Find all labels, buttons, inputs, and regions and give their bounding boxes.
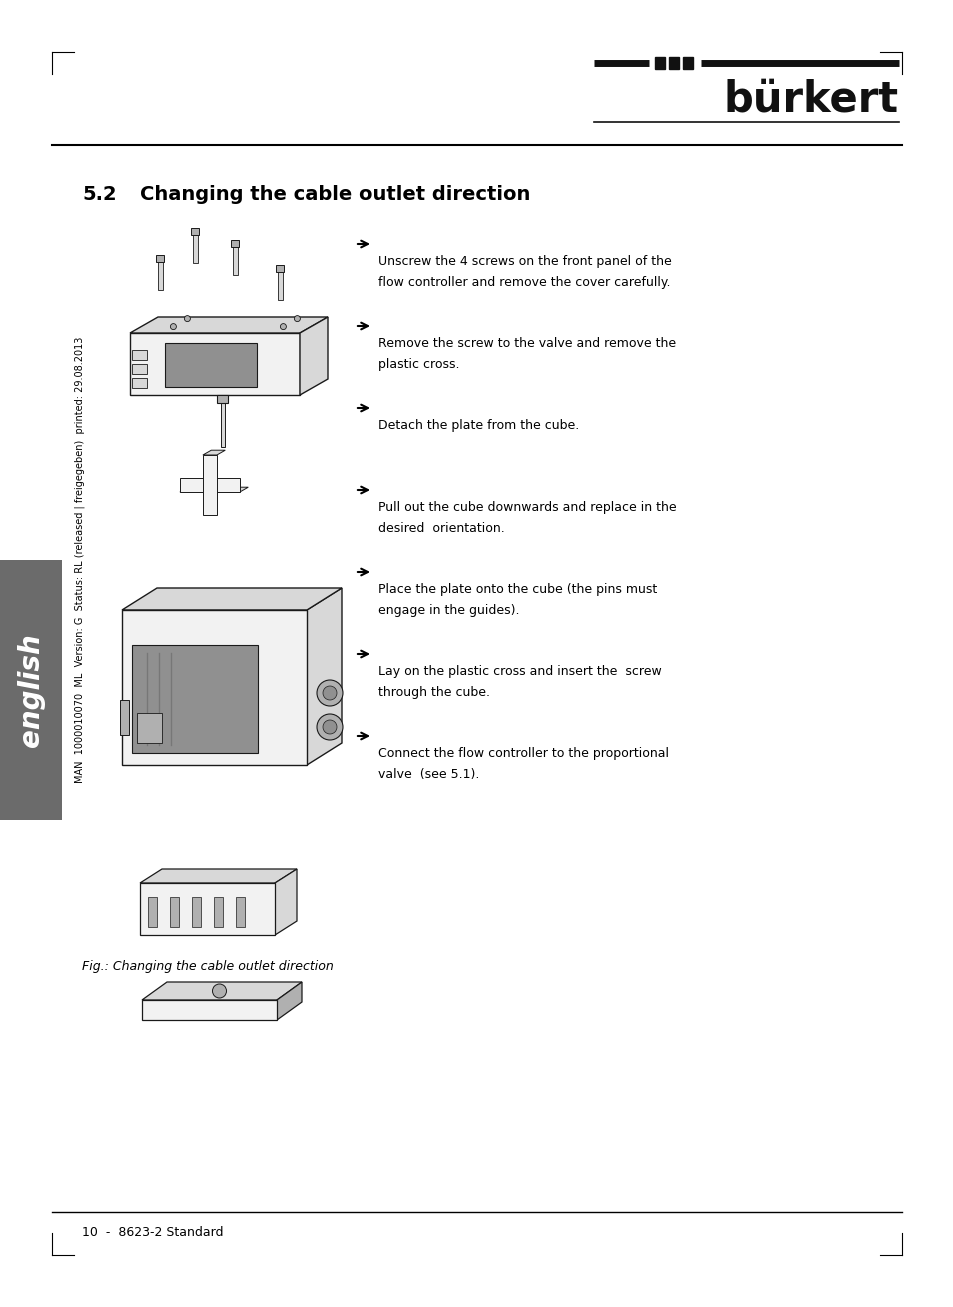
Bar	[220, 403, 225, 447]
Polygon shape	[276, 982, 302, 1019]
Text: english: english	[17, 633, 45, 746]
Polygon shape	[307, 588, 341, 765]
Text: valve  (see 5.1).: valve (see 5.1).	[377, 769, 478, 782]
Text: through the cube.: through the cube.	[377, 686, 490, 699]
Bar	[156, 255, 164, 261]
Bar	[148, 897, 157, 927]
Bar	[137, 714, 162, 742]
Circle shape	[280, 324, 286, 329]
Bar	[231, 240, 239, 247]
Text: Unscrew the 4 screws on the front panel of the: Unscrew the 4 screws on the front panel …	[377, 255, 671, 268]
Polygon shape	[299, 318, 328, 395]
Bar	[120, 701, 129, 735]
Polygon shape	[180, 488, 248, 491]
Text: Place the plate onto the cube (the pins must: Place the plate onto the cube (the pins …	[377, 583, 657, 596]
Text: engage in the guides).: engage in the guides).	[377, 604, 519, 617]
Circle shape	[294, 315, 300, 322]
Bar	[170, 897, 179, 927]
Polygon shape	[274, 869, 296, 935]
Text: Connect the flow controller to the proportional: Connect the flow controller to the propo…	[377, 748, 668, 759]
Bar	[0, 559, 62, 819]
Polygon shape	[203, 450, 225, 455]
Text: Lay on the plastic cross and insert the  screw: Lay on the plastic cross and insert the …	[377, 665, 661, 678]
Bar	[233, 247, 237, 274]
Circle shape	[323, 720, 336, 735]
Bar	[193, 235, 197, 263]
Text: bürkert: bürkert	[723, 78, 898, 120]
Polygon shape	[142, 982, 302, 1000]
Bar	[217, 395, 229, 403]
Bar	[132, 365, 147, 374]
Polygon shape	[140, 884, 274, 935]
Circle shape	[316, 680, 343, 706]
Bar	[165, 342, 256, 387]
Text: Detach the plate from the cube.: Detach the plate from the cube.	[377, 420, 578, 433]
Text: Changing the cable outlet direction: Changing the cable outlet direction	[140, 186, 530, 204]
Text: desired  orientation.: desired orientation.	[377, 521, 504, 535]
Bar	[132, 644, 257, 753]
Polygon shape	[203, 455, 216, 515]
Polygon shape	[180, 478, 239, 491]
Bar	[655, 58, 664, 69]
Text: MAN  1000010070  ML  Version: G  Status: RL (released | freigegeben)  printed: 2: MAN 1000010070 ML Version: G Status: RL …	[74, 337, 85, 783]
Bar	[682, 58, 692, 69]
Bar	[213, 897, 223, 927]
Bar	[132, 350, 147, 359]
Circle shape	[171, 324, 176, 329]
Bar	[275, 265, 284, 272]
Bar	[235, 897, 245, 927]
Text: 10  -  8623-2 Standard: 10 - 8623-2 Standard	[82, 1226, 223, 1239]
Polygon shape	[122, 588, 341, 610]
Circle shape	[316, 714, 343, 740]
Polygon shape	[140, 869, 296, 884]
Circle shape	[184, 315, 191, 322]
Text: 5.2: 5.2	[82, 186, 116, 204]
Bar	[192, 897, 201, 927]
Circle shape	[213, 984, 226, 999]
Text: flow controller and remove the cover carefully.: flow controller and remove the cover car…	[377, 276, 670, 289]
Bar	[191, 227, 199, 235]
Bar	[157, 261, 162, 290]
Polygon shape	[130, 318, 328, 333]
Polygon shape	[122, 610, 307, 765]
Bar	[132, 378, 147, 388]
Text: Remove the screw to the valve and remove the: Remove the screw to the valve and remove…	[377, 337, 676, 350]
Text: plastic cross.: plastic cross.	[377, 358, 459, 371]
Circle shape	[323, 686, 336, 701]
Polygon shape	[130, 333, 299, 395]
Polygon shape	[142, 1000, 276, 1019]
Text: Fig.: Changing the cable outlet direction: Fig.: Changing the cable outlet directio…	[82, 961, 334, 972]
Bar	[277, 272, 282, 301]
Bar	[668, 58, 679, 69]
Text: Pull out the cube downwards and replace in the: Pull out the cube downwards and replace …	[377, 501, 676, 514]
